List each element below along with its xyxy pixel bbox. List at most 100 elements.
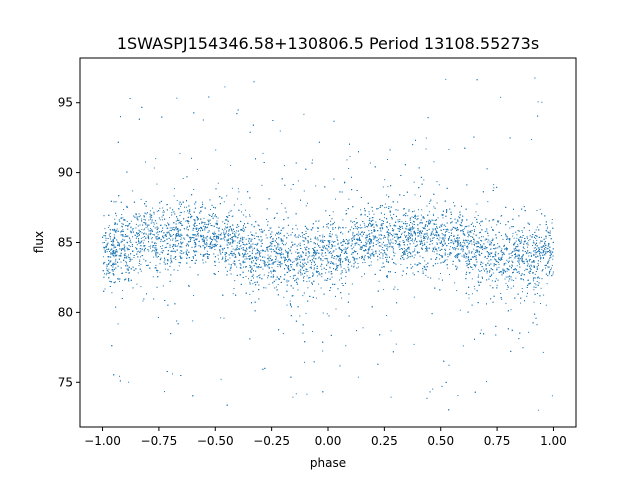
data-point <box>540 287 542 289</box>
data-point <box>224 86 226 88</box>
data-point <box>237 242 239 244</box>
data-point <box>121 225 123 227</box>
data-point <box>303 265 305 267</box>
data-point <box>155 243 157 244</box>
data-point <box>420 222 422 223</box>
data-point <box>245 250 247 252</box>
data-point <box>322 246 324 248</box>
data-point <box>516 234 518 236</box>
data-point <box>263 250 264 252</box>
data-point <box>277 284 279 286</box>
data-point <box>177 218 179 220</box>
data-point <box>345 276 347 278</box>
data-point <box>143 219 145 220</box>
data-point <box>464 244 466 246</box>
data-point <box>438 184 440 186</box>
data-point <box>256 260 258 262</box>
data-point <box>171 230 172 232</box>
data-point <box>442 214 444 216</box>
data-point <box>466 225 468 227</box>
data-point <box>303 190 305 192</box>
data-point <box>185 220 187 222</box>
data-point <box>389 223 391 225</box>
data-point <box>238 226 240 228</box>
data-point <box>546 228 548 230</box>
data-point <box>352 237 354 239</box>
data-point <box>441 237 443 239</box>
data-point <box>401 274 403 276</box>
data-point <box>516 265 518 267</box>
data-point <box>510 253 512 254</box>
data-point <box>235 255 237 257</box>
data-point <box>338 279 340 281</box>
data-point <box>388 232 390 234</box>
data-point <box>114 218 116 220</box>
data-point <box>126 220 128 222</box>
data-point <box>312 260 314 262</box>
data-point <box>416 244 418 246</box>
data-point <box>206 241 208 243</box>
data-point <box>535 229 537 231</box>
data-point <box>153 223 155 225</box>
data-point <box>513 248 515 250</box>
data-point <box>274 261 276 263</box>
data-point <box>136 236 138 238</box>
data-point <box>486 272 488 274</box>
data-point <box>456 290 458 292</box>
data-point <box>231 216 233 218</box>
data-point <box>237 198 239 200</box>
data-point <box>139 261 141 262</box>
data-point <box>270 227 272 229</box>
data-point <box>521 257 523 259</box>
data-point <box>401 232 403 234</box>
data-point <box>289 250 291 252</box>
data-point <box>159 263 161 265</box>
data-point <box>226 239 228 241</box>
data-point <box>524 270 526 272</box>
data-point <box>487 241 489 243</box>
data-point <box>419 231 421 233</box>
data-point <box>450 242 452 244</box>
data-point <box>297 180 299 182</box>
data-point <box>430 240 432 242</box>
data-point <box>362 262 364 264</box>
data-point <box>399 241 401 243</box>
data-point <box>455 255 457 257</box>
data-point <box>240 245 242 247</box>
data-point <box>173 258 175 260</box>
data-point <box>270 251 272 253</box>
data-point <box>427 236 429 238</box>
data-point <box>299 259 301 261</box>
data-point <box>258 252 260 254</box>
data-point <box>225 226 227 228</box>
data-point <box>313 265 315 266</box>
data-point <box>420 243 422 244</box>
data-point <box>471 278 473 280</box>
data-point <box>433 206 435 208</box>
data-point <box>239 246 241 248</box>
data-point <box>330 231 331 232</box>
data-point <box>129 238 131 240</box>
data-point <box>103 235 105 237</box>
data-point <box>116 228 118 230</box>
data-point <box>544 249 546 251</box>
data-point <box>457 238 459 240</box>
data-point <box>113 245 115 247</box>
data-point <box>500 235 502 236</box>
data-point <box>241 236 243 238</box>
data-point <box>148 250 150 252</box>
data-point <box>305 205 307 207</box>
data-point <box>534 247 536 249</box>
data-point <box>528 240 530 242</box>
data-point <box>182 241 184 243</box>
data-point <box>180 253 182 255</box>
data-point <box>306 393 308 395</box>
data-point <box>375 236 377 238</box>
data-point <box>125 255 127 257</box>
data-point <box>498 263 500 265</box>
data-point <box>507 260 509 262</box>
data-point <box>121 214 123 216</box>
data-point <box>426 248 428 250</box>
data-point <box>489 241 491 243</box>
data-point <box>436 227 438 229</box>
